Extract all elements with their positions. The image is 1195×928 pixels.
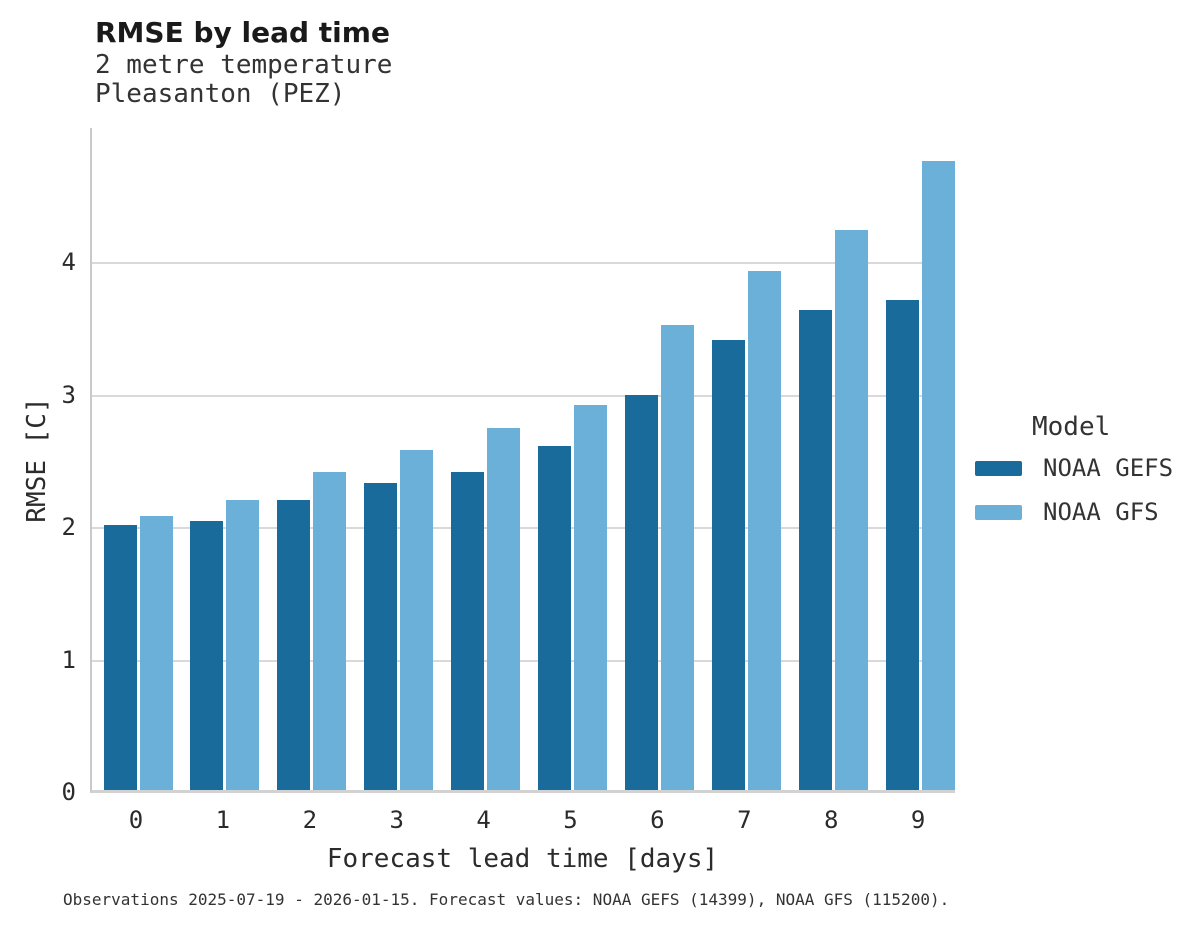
gridline-y-3 xyxy=(92,394,955,397)
bar-noaa-gefs-day-0 xyxy=(103,525,137,790)
bar-noaa-gefs-day-7 xyxy=(711,339,745,790)
bar-noaa-gfs-day-7 xyxy=(747,270,781,790)
y-tick-label-4: 4 xyxy=(61,248,76,277)
legend: Model NOAA GEFS NOAA GFS xyxy=(975,412,1173,542)
legend-swatch-noaa-gfs-icon xyxy=(975,504,1022,520)
chart-subtitle-line-2: Pleasanton (PEZ) xyxy=(95,79,346,109)
chart-subtitle-line-1: 2 metre temperature xyxy=(95,50,393,80)
x-tick-label-5: 5 xyxy=(563,806,578,834)
bar-noaa-gefs-day-4 xyxy=(451,472,485,790)
x-tick-label-8: 8 xyxy=(823,806,839,834)
bar-noaa-gefs-day-8 xyxy=(798,310,832,790)
legend-item-noaa-gefs: NOAA GEFS xyxy=(975,454,1173,482)
x-tick-label-3: 3 xyxy=(389,806,404,834)
x-tick-label-1: 1 xyxy=(215,806,231,834)
bar-noaa-gefs-day-1 xyxy=(190,521,224,790)
y-tick-label-0: 0 xyxy=(61,778,76,806)
bar-noaa-gfs-day-5 xyxy=(574,404,607,790)
x-tick-label-6: 6 xyxy=(650,806,665,834)
bar-noaa-gefs-day-3 xyxy=(364,482,398,790)
legend-item-noaa-gfs: NOAA GFS xyxy=(975,498,1173,526)
legend-label-noaa-gefs: NOAA GEFS xyxy=(1043,454,1174,482)
y-tick-label-2: 2 xyxy=(61,513,76,542)
bar-noaa-gfs-day-6 xyxy=(660,325,694,790)
legend-title: Model xyxy=(1032,412,1111,442)
bar-noaa-gfs-day-4 xyxy=(487,428,521,790)
y-tick-label-3: 3 xyxy=(61,380,76,409)
gridline-y-1 xyxy=(92,659,955,662)
plot-area xyxy=(90,128,955,793)
bar-noaa-gfs-day-1 xyxy=(226,499,260,790)
y-axis-label: RMSE [C] xyxy=(22,397,52,523)
bar-noaa-gfs-day-3 xyxy=(400,449,434,790)
x-axis-label: Forecast lead time [days] xyxy=(326,844,719,874)
chart-subtitle: 2 metre temperature Pleasanton (PEZ) xyxy=(95,51,392,109)
bar-noaa-gfs-day-0 xyxy=(139,515,173,790)
bar-noaa-gefs-day-5 xyxy=(538,445,571,790)
footer-note: Observations 2025-07-19 - 2026-01-15. Fo… xyxy=(63,890,950,909)
x-tick-label-2: 2 xyxy=(302,806,318,834)
x-tick-label-9: 9 xyxy=(910,806,926,834)
bar-noaa-gfs-day-9 xyxy=(921,160,955,790)
gridline-y-4 xyxy=(92,262,955,265)
bar-noaa-gefs-day-6 xyxy=(624,395,658,790)
x-tick-label-7: 7 xyxy=(737,806,752,834)
legend-label-noaa-gfs: NOAA GFS xyxy=(1043,498,1159,526)
y-tick-label-1: 1 xyxy=(61,645,76,674)
bar-noaa-gfs-day-2 xyxy=(313,472,347,790)
x-tick-label-4: 4 xyxy=(476,806,491,834)
chart-title: RMSE by lead time xyxy=(95,16,390,49)
bar-noaa-gefs-day-9 xyxy=(885,299,919,790)
gridline-y-2 xyxy=(92,527,955,530)
legend-swatch-noaa-gefs-icon xyxy=(975,460,1022,476)
x-tick-label-0: 0 xyxy=(128,806,144,834)
bar-noaa-gefs-day-2 xyxy=(277,499,311,790)
bar-noaa-gfs-day-8 xyxy=(834,229,868,790)
